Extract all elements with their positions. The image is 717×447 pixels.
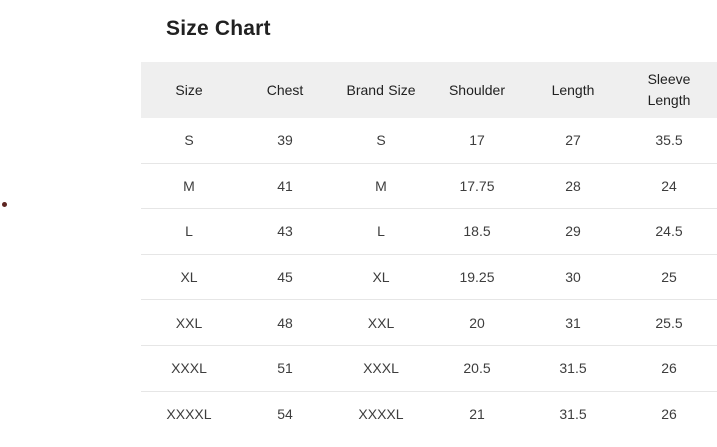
table-cell: XXXXL (358, 405, 404, 422)
table-cell: 43 (277, 223, 293, 240)
table-cell: 25 (661, 269, 677, 286)
table-cell: 19.25 (459, 269, 495, 286)
table-row: XXXL 51 XXXL 20.5 31.5 26 (141, 346, 717, 392)
header-cell: Length (551, 81, 595, 98)
size-chart-table: Size Chest Brand Size Shoulder Length Sleeve … (141, 62, 717, 436)
table-cell: XXXL (171, 360, 207, 377)
table-cell: 51 (277, 360, 293, 377)
table-cell: 17.75 (459, 177, 495, 194)
table-cell: 30 (565, 269, 581, 286)
table-cell: 41 (277, 177, 293, 194)
header-cell: Sleeve Length (647, 71, 691, 108)
table-cell: S (184, 132, 194, 149)
stray-dot (2, 202, 7, 207)
table-row: XL 45 XL 19.25 30 25 (141, 255, 717, 301)
page-title: Size Chart (166, 17, 271, 40)
table-row: S 39 S 17 27 35.5 (141, 118, 717, 164)
table-cell: 27 (565, 132, 581, 149)
table-cell: XXL (367, 314, 395, 331)
table-cell: XL (372, 269, 390, 286)
table-header-row: Size Chest Brand Size Shoulder Length Sleeve … (141, 62, 717, 118)
table-cell: M (375, 177, 387, 194)
table-cell: 28 (565, 177, 581, 194)
table-cell: 35.5 (655, 132, 683, 149)
table-cell: 25.5 (655, 314, 683, 331)
table-cell: XXXL (363, 360, 399, 377)
table-cell: 45 (277, 269, 293, 286)
table-cell: 39 (277, 132, 293, 149)
table-row: M 41 M 17.75 28 24 (141, 164, 717, 210)
table-body: S 39 S 17 27 35.5 M 41 M 17.75 28 24 L 43 L 18.5 29 24.5 X… (141, 118, 717, 436)
table-cell: 24 (661, 177, 677, 194)
table-row: XXL 48 XXL 20 31 25.5 (141, 300, 717, 346)
table-row: L 43 L 18.5 29 24.5 (141, 209, 717, 255)
table-cell: 54 (277, 405, 293, 422)
table-cell: 26 (661, 360, 677, 377)
table-row: XXXXL 54 XXXXL 21 31.5 26 (141, 392, 717, 437)
table-cell: L (185, 223, 193, 240)
table-cell: 48 (277, 314, 293, 331)
header-cell: Brand Size (346, 81, 416, 98)
table-cell: M (183, 177, 195, 194)
table-cell: 20 (469, 314, 485, 331)
table-cell: 26 (661, 405, 677, 422)
table-cell: XL (180, 269, 198, 286)
table-cell: XXXXL (166, 405, 212, 422)
header-cell: Shoulder (448, 81, 506, 98)
table-cell: 31.5 (559, 405, 587, 422)
table-cell: L (377, 223, 385, 240)
header-cell: Size (175, 81, 203, 98)
table-cell: S (376, 132, 386, 149)
header-cell: Chest (266, 81, 304, 98)
size-chart-panel: Size Chart Size Chest Brand Size Shoulder Le… (141, 0, 717, 436)
table-cell: 17 (469, 132, 485, 149)
table-cell: 20.5 (463, 360, 491, 377)
table-cell: 24.5 (655, 223, 683, 240)
table-cell: 31 (565, 314, 581, 331)
table-cell: 31.5 (559, 360, 587, 377)
table-cell: 21 (469, 405, 485, 422)
table-cell: 18.5 (463, 223, 491, 240)
table-cell: 29 (565, 223, 581, 240)
table-cell: XXL (175, 314, 203, 331)
